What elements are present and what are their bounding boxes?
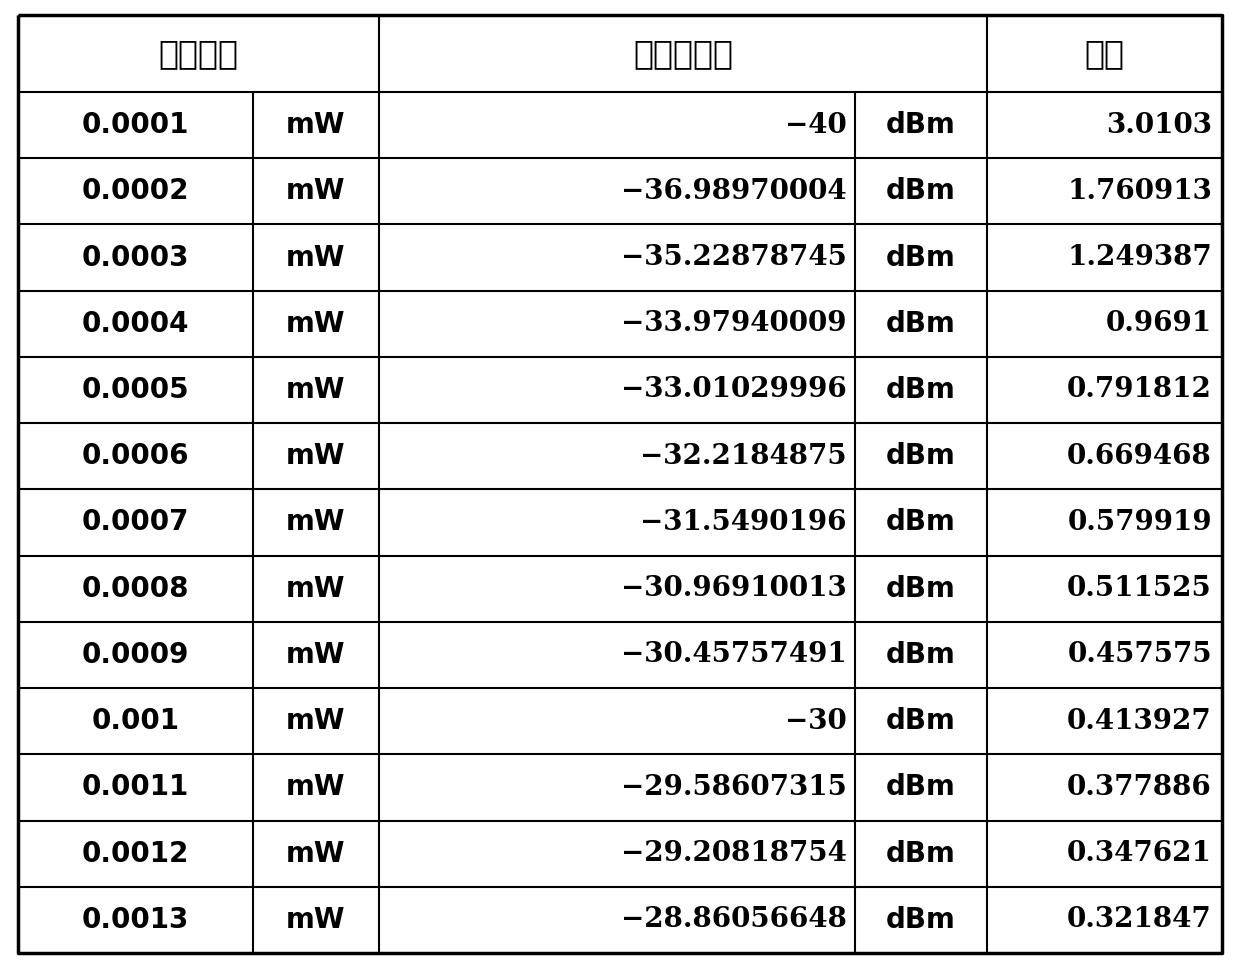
Text: 0.413927: 0.413927 <box>1068 708 1211 735</box>
Text: 0.347621: 0.347621 <box>1068 840 1211 867</box>
Text: −36.98970004: −36.98970004 <box>621 178 847 205</box>
Text: mW: mW <box>286 906 346 934</box>
Text: dBm: dBm <box>887 508 956 536</box>
Text: 0.669468: 0.669468 <box>1068 442 1211 469</box>
Text: −28.86056648: −28.86056648 <box>621 906 847 933</box>
Text: 0.0011: 0.0011 <box>82 773 188 802</box>
Text: −30.45757491: −30.45757491 <box>621 642 847 669</box>
Text: 0.0003: 0.0003 <box>82 244 190 271</box>
Text: 0.0007: 0.0007 <box>82 508 190 536</box>
Text: dBm: dBm <box>887 575 956 603</box>
Text: −29.58607315: −29.58607315 <box>621 773 847 801</box>
Text: 0.9691: 0.9691 <box>1106 311 1211 337</box>
Text: 0.321847: 0.321847 <box>1068 906 1211 933</box>
Text: dBm: dBm <box>887 442 956 470</box>
Text: mW: mW <box>286 442 346 470</box>
Text: −33.01029996: −33.01029996 <box>621 377 847 404</box>
Text: mW: mW <box>286 575 346 603</box>
Text: 数字监控值: 数字监控值 <box>634 37 733 70</box>
Text: 1.249387: 1.249387 <box>1068 244 1211 271</box>
Text: 0.0002: 0.0002 <box>82 177 190 205</box>
Text: 0.0008: 0.0008 <box>82 575 190 603</box>
Text: mW: mW <box>286 839 346 867</box>
Text: 0.0012: 0.0012 <box>82 839 188 867</box>
Text: dBm: dBm <box>887 839 956 867</box>
Text: dBm: dBm <box>887 376 956 404</box>
Text: −33.97940009: −33.97940009 <box>621 311 847 337</box>
Text: −30: −30 <box>785 708 847 735</box>
Text: 3.0103: 3.0103 <box>1106 111 1211 138</box>
Text: 0.001: 0.001 <box>92 708 180 735</box>
Text: dBm: dBm <box>887 708 956 735</box>
Text: dBm: dBm <box>887 641 956 669</box>
Text: dBm: dBm <box>887 177 956 205</box>
Text: 0.579919: 0.579919 <box>1068 509 1211 536</box>
Text: dBm: dBm <box>887 111 956 139</box>
Text: mW: mW <box>286 244 346 271</box>
Text: mW: mW <box>286 641 346 669</box>
Text: mW: mW <box>286 111 346 139</box>
Text: mW: mW <box>286 376 346 404</box>
Text: −35.22878745: −35.22878745 <box>621 244 847 271</box>
Text: 0.0005: 0.0005 <box>82 376 190 404</box>
Text: −31.5490196: −31.5490196 <box>640 509 847 536</box>
Text: −30.96910013: −30.96910013 <box>621 575 847 602</box>
Text: 0.0013: 0.0013 <box>82 906 188 934</box>
Text: mW: mW <box>286 773 346 802</box>
Text: 误差: 误差 <box>1085 37 1125 70</box>
Text: −32.2184875: −32.2184875 <box>640 442 847 469</box>
Text: dBm: dBm <box>887 773 956 802</box>
Text: 0.0009: 0.0009 <box>82 641 188 669</box>
Text: dBm: dBm <box>887 244 956 271</box>
Text: mW: mW <box>286 177 346 205</box>
Text: mW: mW <box>286 508 346 536</box>
Text: 0.377886: 0.377886 <box>1068 773 1211 801</box>
Text: 0.511525: 0.511525 <box>1068 575 1211 602</box>
Text: dBm: dBm <box>887 906 956 934</box>
Text: 输入功率: 输入功率 <box>159 37 238 70</box>
Text: 0.0004: 0.0004 <box>82 310 190 338</box>
Text: mW: mW <box>286 310 346 338</box>
Text: 0.0006: 0.0006 <box>82 442 190 470</box>
Text: 0.0001: 0.0001 <box>82 111 188 139</box>
Text: 1.760913: 1.760913 <box>1068 178 1211 205</box>
Text: 0.791812: 0.791812 <box>1068 377 1211 404</box>
Text: mW: mW <box>286 708 346 735</box>
Text: −40: −40 <box>785 111 847 138</box>
Text: −29.20818754: −29.20818754 <box>621 840 847 867</box>
Text: 0.457575: 0.457575 <box>1068 642 1211 669</box>
Text: dBm: dBm <box>887 310 956 338</box>
